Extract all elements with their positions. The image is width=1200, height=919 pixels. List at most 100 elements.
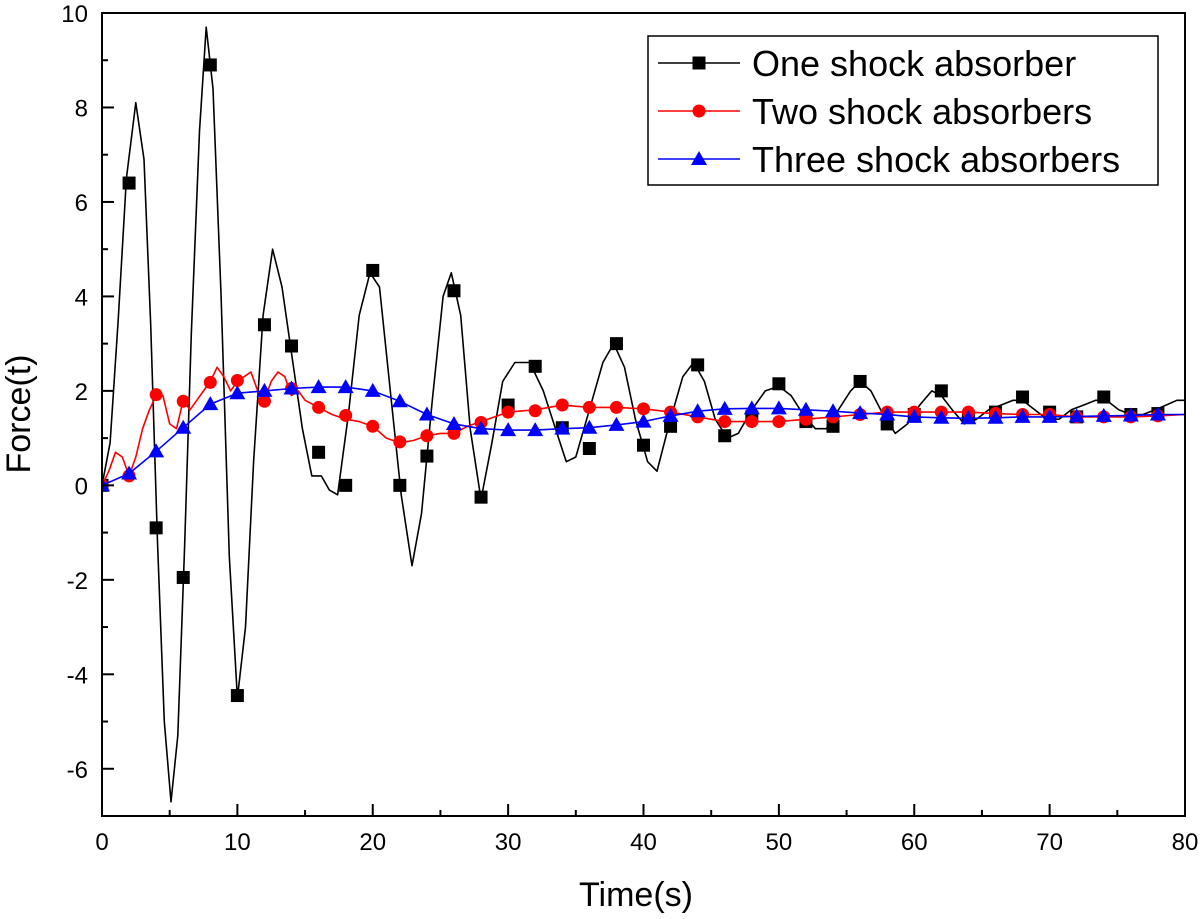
data-point (285, 339, 299, 353)
data-point (393, 478, 407, 492)
series-layer (102, 26, 1185, 803)
data-point (637, 438, 650, 452)
data-point (310, 379, 327, 394)
data-point (987, 409, 1004, 424)
legend-item: Three shock absorbers (658, 139, 1120, 180)
x-tick-label: 50 (766, 829, 793, 856)
data-point (635, 413, 652, 428)
data-point (175, 419, 192, 434)
data-point (1016, 390, 1030, 404)
data-point (689, 403, 706, 418)
data-point (691, 358, 705, 372)
data-point (609, 400, 623, 414)
data-point (906, 408, 923, 423)
data-point (312, 445, 326, 459)
data-point (743, 400, 760, 415)
x-tick-label: 10 (224, 829, 251, 856)
axes-layer: 0 10 20 30 40 50 60 70 80 -6 -4 -2 0 2 4 6 8 10 (61, 1, 1198, 856)
data-point (797, 401, 814, 416)
data-point (799, 412, 813, 426)
data-point (825, 403, 842, 418)
data-point (148, 443, 165, 458)
x-tick-label: 70 (1036, 829, 1063, 856)
x-tick-label: 20 (359, 829, 386, 856)
y-tick-label: 10 (61, 1, 88, 28)
data-point (662, 407, 679, 422)
data-point (852, 405, 869, 420)
data-point (420, 429, 434, 443)
y-tick-label: -2 (67, 568, 88, 595)
data-point (176, 570, 190, 584)
data-point (853, 374, 867, 388)
data-point (473, 420, 490, 435)
data-point (718, 429, 732, 443)
data-point (420, 449, 434, 463)
data-point (1097, 390, 1111, 404)
data-point (203, 58, 217, 72)
data-point (554, 420, 571, 435)
series-3 (102, 379, 1185, 492)
data-point (1149, 406, 1166, 421)
data-point (256, 382, 273, 397)
legend-item: Two shock absorbers (658, 91, 1092, 132)
data-point (770, 400, 787, 415)
data-point (1068, 408, 1085, 423)
data-point (609, 337, 623, 351)
data-point (230, 373, 244, 387)
data-point (772, 377, 786, 391)
x-tick-label: 80 (1172, 829, 1199, 856)
data-point (581, 419, 598, 434)
data-point (202, 396, 219, 411)
data-point (555, 398, 569, 412)
x-tick-label: 0 (95, 829, 108, 856)
data-point (474, 490, 488, 504)
data-point (582, 400, 596, 414)
data-point (637, 402, 650, 416)
data-point (283, 380, 300, 395)
legend-marker (691, 151, 707, 165)
y-tick-label: -4 (67, 662, 88, 689)
data-point (337, 379, 354, 394)
data-point (716, 400, 733, 415)
data-point (934, 384, 948, 398)
data-point (121, 465, 138, 480)
data-point (1122, 407, 1139, 422)
data-point (393, 435, 407, 449)
data-point (879, 406, 896, 421)
x-axis-title: Time(s) (579, 876, 693, 914)
data-point (447, 284, 461, 298)
data-point (1014, 408, 1031, 423)
data-point (528, 404, 542, 418)
data-point (149, 388, 163, 402)
x-tick-label: 40 (630, 829, 657, 856)
y-axis-title: Force(t) (0, 355, 38, 474)
x-tick-label: 30 (495, 829, 522, 856)
legend: One shock absorber Two shock absorbers Thr… (647, 35, 1159, 186)
data-point (339, 478, 353, 492)
data-point (582, 442, 596, 456)
data-point (229, 385, 246, 400)
data-point (528, 359, 542, 373)
data-point (501, 405, 515, 419)
data-point (364, 382, 381, 397)
data-point (176, 394, 190, 408)
data-point (772, 415, 786, 429)
legend-label: One shock absorber (752, 43, 1076, 84)
legend-marker (692, 56, 706, 70)
data-point (445, 415, 462, 430)
data-point (1041, 408, 1058, 423)
data-point (312, 400, 326, 414)
data-point (339, 408, 353, 422)
data-point (1095, 407, 1112, 422)
data-point (664, 419, 678, 433)
y-tick-label: 0 (75, 473, 88, 500)
data-point (447, 426, 461, 440)
data-point (257, 318, 271, 332)
data-point (500, 422, 517, 437)
data-point (933, 409, 950, 424)
legend-marker (692, 104, 706, 118)
data-point (391, 393, 408, 408)
data-point (149, 521, 163, 535)
data-point (826, 419, 840, 433)
legend-label: Two shock absorbers (752, 91, 1092, 132)
